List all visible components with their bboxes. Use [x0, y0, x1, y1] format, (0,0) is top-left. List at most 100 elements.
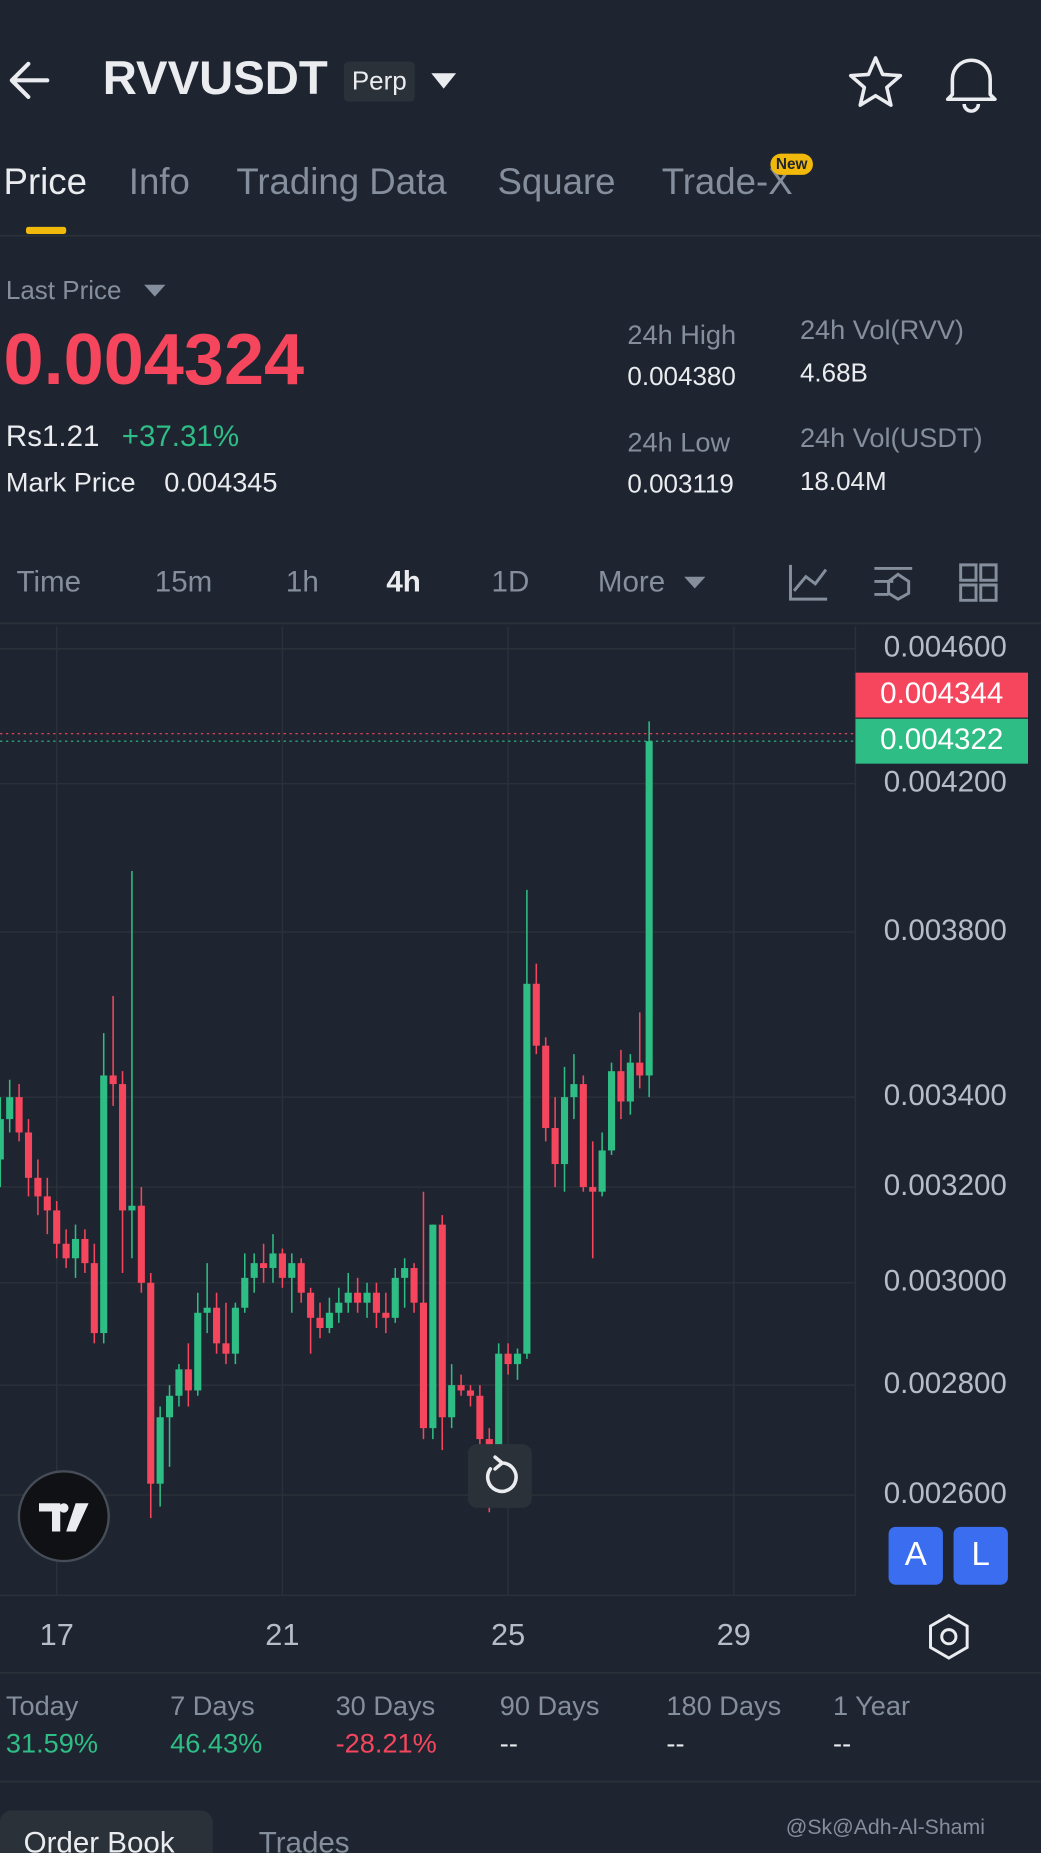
chart-tools — [789, 563, 998, 602]
alert-button[interactable] — [945, 58, 997, 113]
tab-bar: Price Info Trading Data Square Trade-X — [4, 161, 793, 202]
new-badge-text: New — [776, 156, 808, 173]
chart-button[interactable] — [888, 1526, 943, 1585]
chart: 0.004600 0.004200 0.003800 0.003400 0.003200… — [0, 626, 1029, 1652]
period-label: Today — [6, 1690, 79, 1721]
candle-body — [325, 1312, 333, 1328]
candle-body — [260, 1263, 268, 1269]
last-price-dropdown[interactable] — [144, 284, 166, 297]
candle-body — [372, 1292, 380, 1313]
chart-settings[interactable] — [929, 1613, 969, 1660]
candle-body — [448, 1385, 456, 1418]
x-tick-label: 17 — [40, 1617, 74, 1652]
candle-body — [551, 1127, 559, 1165]
period-label: 180 Days — [666, 1690, 781, 1721]
x-tick-label: 29 — [717, 1617, 751, 1652]
stat-label: 24h High — [627, 319, 736, 350]
chart-button[interactable] — [953, 1526, 1008, 1585]
perp-text: Perp — [352, 66, 407, 96]
interval[interactable]: Time — [17, 566, 82, 599]
price-tag-label: 0.004344 — [880, 677, 1003, 710]
candle-body — [542, 1045, 550, 1128]
reset-button[interactable] — [467, 1444, 532, 1508]
candle-body — [166, 1395, 174, 1418]
candle-body — [81, 1238, 89, 1264]
tab[interactable]: Trade-X — [662, 161, 793, 202]
candle-body — [118, 1084, 127, 1211]
interval[interactable]: 1h — [286, 566, 319, 599]
performance: Today 31.59% 7 Days 46.43% 30 Days -28.21% 90 … — [6, 1690, 910, 1759]
y-tick-label: 0.002800 — [884, 1367, 1007, 1400]
interval[interactable]: 15m — [155, 566, 212, 599]
symbol-dropdown[interactable] — [431, 73, 457, 89]
local-price: Rs1.21 — [6, 420, 100, 453]
tradingview-mark — [38, 1503, 89, 1532]
y-tick-label: 0.004200 — [884, 765, 1007, 798]
candle-body — [231, 1307, 239, 1354]
candle-body — [419, 1302, 428, 1429]
bottom-tab[interactable]: Trades — [259, 1827, 350, 1853]
stat-label: 24h Vol(RVV) — [800, 314, 964, 345]
candle-body — [645, 741, 653, 1076]
price-tag-label: 0.004322 — [880, 723, 1003, 756]
candle-body — [90, 1263, 98, 1334]
display-button[interactable] — [874, 566, 913, 601]
candle-body — [222, 1343, 230, 1354]
candle-body — [71, 1238, 80, 1259]
chart-button-label: A — [905, 1536, 927, 1573]
tradingview-logo[interactable] — [17, 1470, 110, 1563]
favorite-button[interactable] — [848, 56, 903, 107]
x-tick-label: 21 — [265, 1617, 299, 1652]
candle-body — [213, 1307, 221, 1344]
interval[interactable]: 1D — [492, 566, 530, 599]
candle-body — [203, 1307, 211, 1313]
watermark: @Sk@Adh-Al-Shami — [786, 1815, 985, 1839]
y-tick-label: 0.003200 — [884, 1169, 1007, 1202]
candle-body — [617, 1071, 625, 1102]
candle-body — [15, 1097, 23, 1133]
stat-label: 24h Vol(USDT) — [800, 422, 983, 453]
candle-body — [476, 1395, 484, 1440]
period-label: 1 Year — [833, 1690, 910, 1721]
stats: 24h High 0.004380 24h Low 0.003119 24h Vol(R… — [627, 314, 982, 498]
candle-body — [598, 1150, 606, 1192]
period-value: -- — [666, 1728, 684, 1759]
y-tick-label: 0.003800 — [884, 914, 1007, 947]
interval[interactable]: More — [598, 566, 665, 599]
price-change: +37.31% — [122, 420, 239, 453]
candle-body — [438, 1224, 446, 1418]
last-price-label: Last Price — [6, 275, 122, 305]
back-button[interactable] — [9, 61, 50, 99]
x-tick-label: 25 — [491, 1617, 525, 1652]
tab[interactable]: Trading Data — [236, 161, 447, 202]
price-tag — [855, 718, 1029, 764]
indicator-button[interactable] — [789, 564, 828, 601]
period-value: -28.21% — [336, 1728, 437, 1759]
tab[interactable]: Square — [497, 161, 615, 202]
candle-body — [250, 1263, 258, 1278]
more-dropdown[interactable] — [684, 576, 706, 589]
period-label: 90 Days — [500, 1690, 600, 1721]
candle-body — [34, 1177, 42, 1197]
bottom-tab[interactable]: Order Book — [24, 1827, 175, 1853]
layout-button[interactable] — [959, 563, 998, 602]
candle-body — [532, 983, 540, 1046]
candle-body — [391, 1277, 399, 1318]
mark-price-label: Mark Price — [6, 467, 136, 498]
candle-body — [109, 1075, 117, 1085]
candle-body — [513, 1353, 522, 1365]
candle-body — [579, 1084, 587, 1188]
interval[interactable]: 4h — [386, 566, 420, 599]
chart-button-label: L — [972, 1536, 990, 1573]
candle-body — [354, 1292, 362, 1303]
candle-body — [288, 1263, 296, 1278]
price-tag — [855, 672, 1029, 718]
candle-body — [570, 1084, 578, 1098]
candle-body — [429, 1224, 437, 1429]
tab[interactable]: Info — [129, 161, 190, 202]
candle-body — [175, 1369, 183, 1396]
candle-body — [457, 1385, 465, 1391]
candle-body — [495, 1353, 503, 1451]
period-label: 30 Days — [336, 1690, 436, 1721]
tab[interactable]: Price — [4, 161, 87, 202]
